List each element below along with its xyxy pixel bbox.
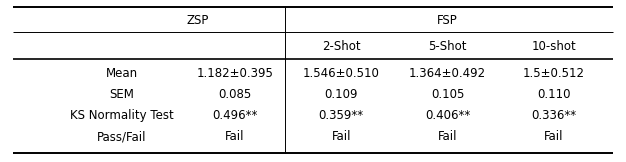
Text: 1.182±0.395: 1.182±0.395: [197, 67, 273, 80]
Text: 0.085: 0.085: [218, 88, 252, 101]
Text: 1.5±0.512: 1.5±0.512: [523, 67, 585, 80]
Text: Fail: Fail: [544, 130, 564, 143]
Text: 1.546±0.510: 1.546±0.510: [303, 67, 379, 80]
Text: 10-shot: 10-shot: [531, 40, 577, 53]
Text: Fail: Fail: [225, 130, 245, 143]
Text: 0.105: 0.105: [431, 88, 464, 101]
Text: 0.406**: 0.406**: [425, 109, 470, 122]
Text: 0.496**: 0.496**: [212, 109, 257, 122]
Text: 0.110: 0.110: [537, 88, 571, 101]
Text: 0.336**: 0.336**: [531, 109, 577, 122]
Text: KS Normality Test: KS Normality Test: [70, 109, 174, 122]
Text: Pass/Fail: Pass/Fail: [97, 130, 147, 143]
Text: Fail: Fail: [331, 130, 351, 143]
Text: 5-Shot: 5-Shot: [428, 40, 467, 53]
Text: FSP: FSP: [437, 14, 458, 27]
Text: ZSP: ZSP: [186, 14, 208, 27]
Text: 0.359**: 0.359**: [319, 109, 364, 122]
Text: Fail: Fail: [438, 130, 458, 143]
Text: 2-Shot: 2-Shot: [322, 40, 361, 53]
Text: Mean: Mean: [106, 67, 138, 80]
Text: 0.109: 0.109: [324, 88, 358, 101]
Text: SEM: SEM: [110, 88, 135, 101]
Text: 1.364±0.492: 1.364±0.492: [409, 67, 486, 80]
